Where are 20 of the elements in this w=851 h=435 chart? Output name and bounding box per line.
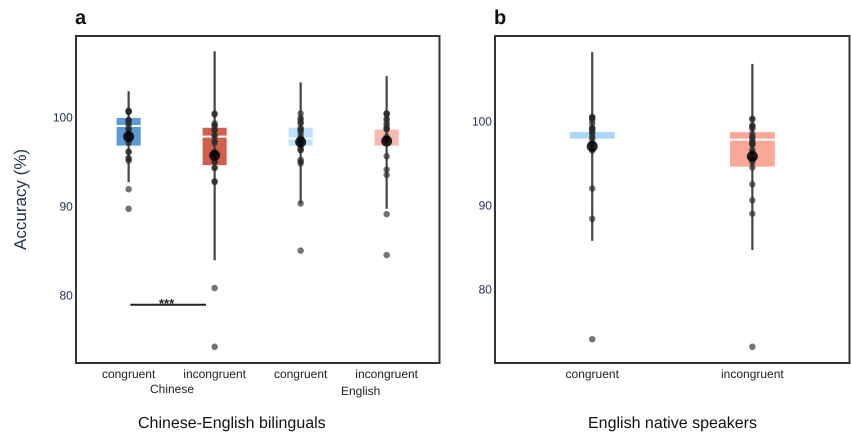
x-axis-title: English native speakers (588, 415, 757, 432)
x-tick-label: incongruent (183, 367, 247, 382)
x-tick-label: incongruent (721, 367, 784, 382)
text: Chinese (150, 382, 194, 396)
y-tick-label: 100 (472, 114, 492, 128)
x-tick-label: congruent (102, 367, 156, 382)
y-tick-label: 100 (52, 110, 74, 124)
y-tick-label: 90 (60, 199, 74, 214)
y-tick-label: 90 (478, 198, 492, 213)
chart-title: b (494, 7, 506, 29)
y-tick-label: 80 (60, 288, 74, 302)
x-tick-label: congruent (566, 367, 620, 382)
x-axis-title: Chinese-English bilinguals (138, 415, 326, 432)
annotation: *** (159, 296, 176, 311)
chart-title: a (75, 7, 87, 29)
y-axis-title: Accuracy (%) (10, 148, 30, 250)
text: English (341, 384, 380, 398)
x-tick-label: incongruent (355, 367, 419, 382)
y-tick-label: 80 (478, 282, 492, 297)
x-tick-label: congruent (274, 367, 328, 382)
